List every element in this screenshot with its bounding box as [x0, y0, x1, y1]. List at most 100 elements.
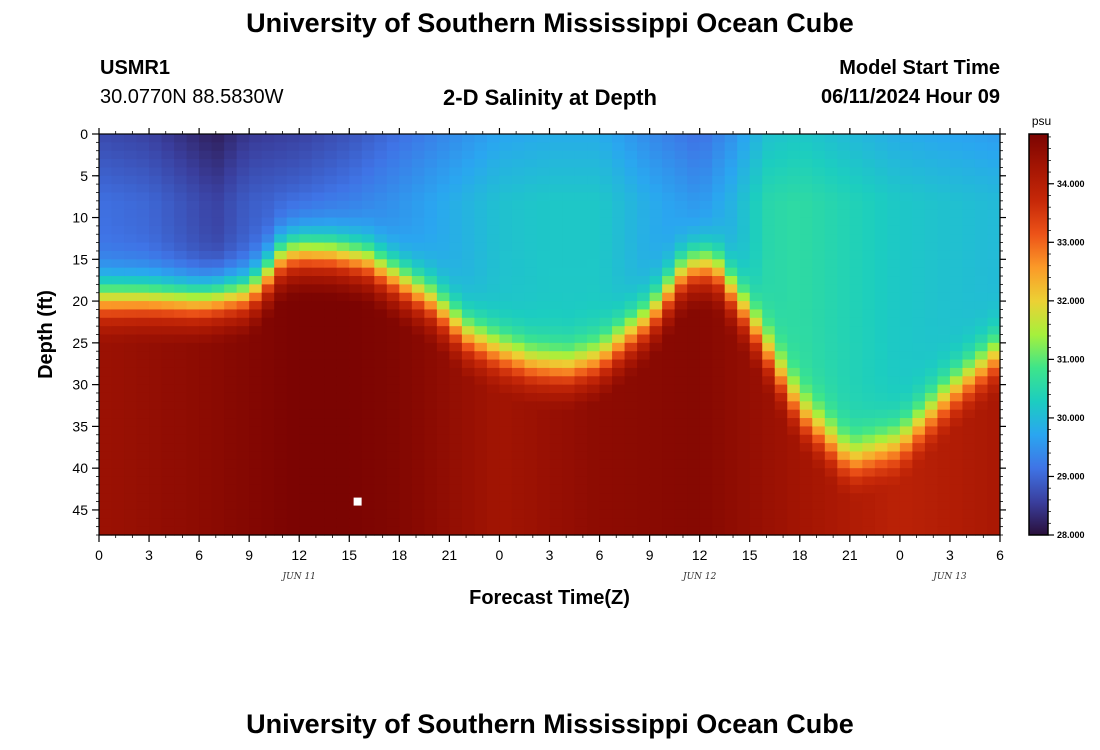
heatmap-cell [261, 200, 275, 210]
heatmap-cell [411, 376, 425, 386]
heatmap-cell [887, 150, 901, 160]
heatmap-cell [562, 384, 576, 394]
heatmap-cell [837, 518, 851, 528]
heatmap-cell [324, 392, 338, 402]
heatmap-cell [349, 351, 363, 361]
heatmap-cell [111, 259, 125, 269]
heatmap-cell [524, 392, 538, 402]
heatmap-cell [336, 509, 350, 519]
heatmap-cell [987, 493, 1001, 503]
heatmap-cell [712, 426, 726, 436]
heatmap-cell [712, 150, 726, 160]
heatmap-cell [186, 334, 200, 344]
heatmap-cell [862, 134, 876, 143]
heatmap-cell [486, 484, 501, 494]
heatmap-cell [974, 217, 989, 227]
heatmap-cell [311, 200, 325, 210]
heatmap-cell [612, 426, 626, 436]
heatmap-cell [737, 234, 751, 244]
heatmap-cell [799, 292, 813, 302]
heatmap-cell [211, 459, 225, 469]
heatmap-cell [799, 259, 813, 269]
heatmap-cell [924, 292, 939, 302]
heatmap-cell [974, 134, 989, 143]
heatmap-cell [511, 443, 526, 453]
heatmap-cell [249, 509, 263, 519]
heatmap-cell [99, 426, 113, 436]
heatmap-cell [449, 351, 463, 361]
heatmap-cell [249, 526, 263, 536]
heatmap-cell [987, 284, 1001, 294]
heatmap-cell [749, 418, 763, 427]
heatmap-cell [962, 501, 976, 511]
heatmap-cell [186, 326, 200, 336]
heatmap-cell [149, 451, 163, 461]
heatmap-cell [386, 468, 400, 478]
heatmap-cell [249, 359, 263, 369]
heatmap-cell [924, 392, 939, 402]
heatmap-cell [662, 334, 676, 344]
heatmap-cell [174, 150, 188, 160]
heatmap-cell [399, 426, 413, 436]
heatmap-cell [374, 434, 388, 444]
heatmap-cell [236, 267, 250, 277]
heatmap-cell [737, 200, 751, 210]
heatmap-cell [361, 134, 375, 143]
heatmap-cell [624, 384, 638, 394]
heatmap-cell [874, 342, 888, 352]
heatmap-cell [361, 184, 375, 194]
heatmap-cell [136, 276, 150, 285]
heatmap-cell [436, 342, 450, 352]
heatmap-cell [674, 175, 688, 185]
heatmap-cell [111, 509, 125, 519]
heatmap-cell [674, 184, 688, 194]
heatmap-cell [211, 501, 225, 511]
heatmap-cell [236, 234, 250, 244]
heatmap-cell [774, 426, 788, 436]
heatmap-cell [974, 284, 989, 294]
heatmap-cell [211, 392, 225, 402]
heatmap-cell [499, 326, 513, 336]
heatmap-cell [787, 418, 801, 427]
heatmap-cell [612, 392, 626, 402]
heatmap-cell [524, 401, 538, 411]
heatmap-cell [824, 242, 838, 252]
heatmap-cell [949, 334, 964, 344]
heatmap-cell [699, 509, 713, 519]
heatmap-cell [399, 217, 413, 227]
heatmap-cell [649, 200, 663, 210]
heatmap-cell [687, 317, 701, 327]
heatmap-cell [574, 301, 588, 311]
heatmap-cell [311, 392, 325, 402]
heatmap-cell [562, 526, 576, 536]
heatmap-cell [774, 276, 788, 285]
heatmap-cell [486, 184, 501, 194]
heatmap-cell [324, 342, 338, 352]
heatmap-cell [774, 518, 788, 528]
x-tick-label: 21 [442, 547, 458, 563]
heatmap-cell [774, 292, 788, 302]
heatmap-cell [987, 459, 1001, 469]
heatmap-cell [887, 250, 901, 260]
heatmap-cell [224, 476, 238, 486]
heatmap-cell [787, 134, 801, 143]
heatmap-cell [161, 359, 175, 369]
heatmap-cell [624, 234, 638, 244]
heatmap-cell [587, 434, 601, 444]
heatmap-cell [386, 292, 400, 302]
heatmap-cell [324, 451, 338, 461]
heatmap-cell [524, 367, 538, 377]
heatmap-cell [937, 484, 951, 494]
heatmap-cell [299, 518, 313, 528]
heatmap-cell [186, 367, 200, 377]
heatmap-cell [749, 384, 763, 394]
heatmap-cell [436, 326, 450, 336]
heatmap-cell [224, 334, 238, 344]
heatmap-cell [837, 459, 851, 469]
heatmap-cell [224, 359, 238, 369]
heatmap-cell [361, 267, 375, 277]
heatmap-cell [224, 384, 238, 394]
heatmap-cell [574, 526, 588, 536]
heatmap-cell [599, 518, 613, 528]
heatmap-cell [336, 175, 350, 185]
